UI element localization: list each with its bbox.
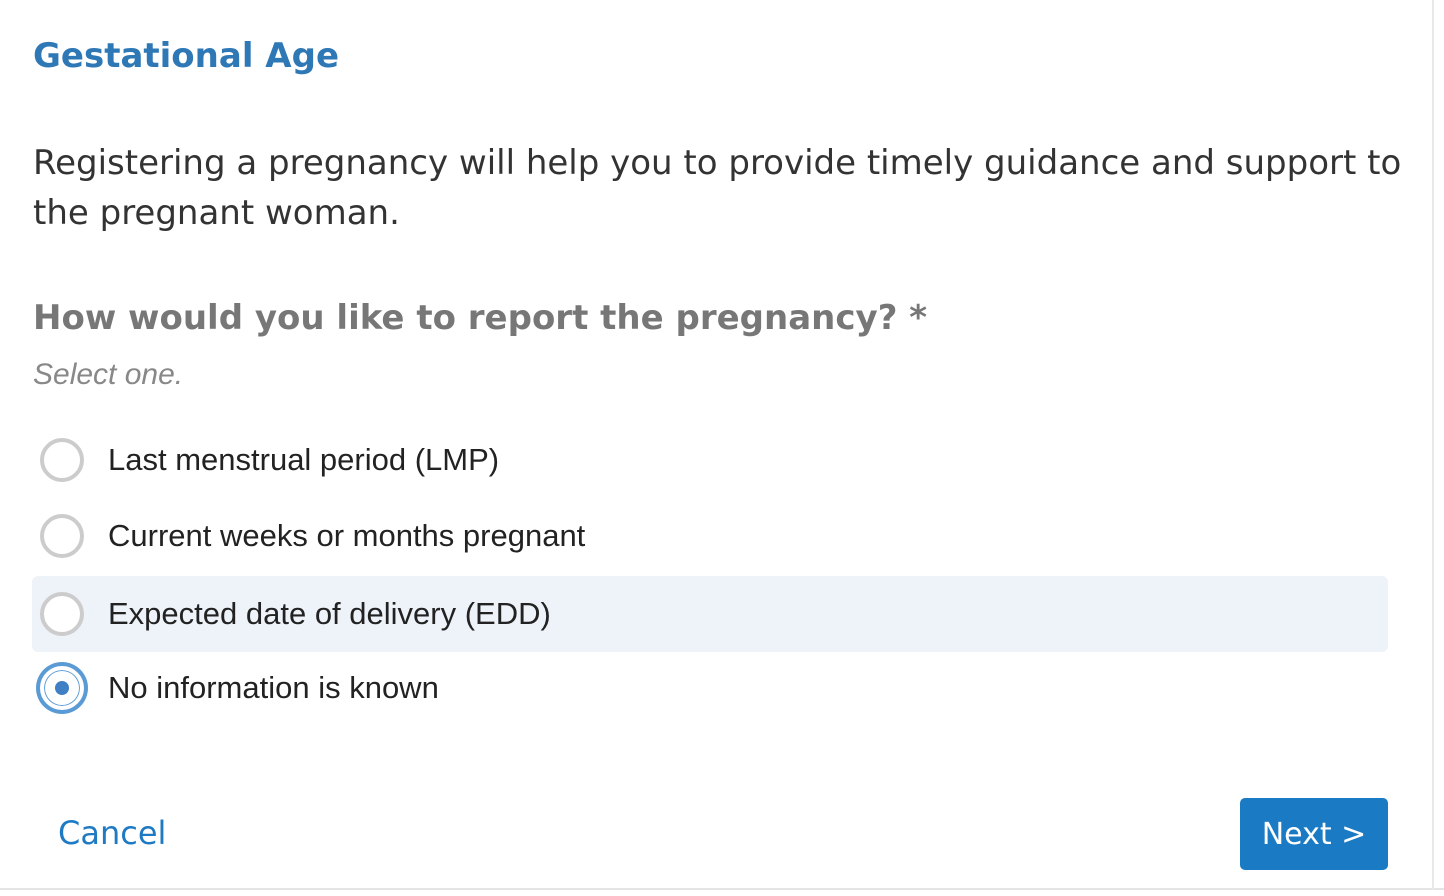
radio-selected[interactable] (40, 666, 84, 710)
option[interactable]: No information is known (32, 650, 1388, 726)
option-label: Last menstrual period (LMP) (108, 442, 500, 477)
cancel-link[interactable]: Cancel (58, 814, 167, 852)
intro: Registering a pregnancy will help you to… (33, 143, 1402, 233)
option-label: No information is known (108, 670, 439, 705)
next-button[interactable]: Next > (1240, 798, 1388, 870)
option[interactable]: Expected date of delivery (EDD) (32, 576, 1388, 652)
option[interactable]: Current weeks or months pregnant (32, 498, 1388, 574)
divider (1432, 0, 1434, 890)
radio[interactable] (40, 592, 84, 636)
option[interactable]: Last menstrual period (LMP) (32, 422, 1388, 498)
option-label: Expected date of delivery (EDD) (108, 596, 551, 631)
question: How would you like to report the pregnan… (33, 298, 928, 338)
option-label: Current weeks or months pregnant (108, 518, 586, 553)
hint: Select one. (33, 358, 184, 391)
radio[interactable] (40, 514, 84, 558)
radio[interactable] (40, 438, 84, 482)
divider (0, 888, 1444, 890)
title: Gestational Age (33, 36, 340, 76)
